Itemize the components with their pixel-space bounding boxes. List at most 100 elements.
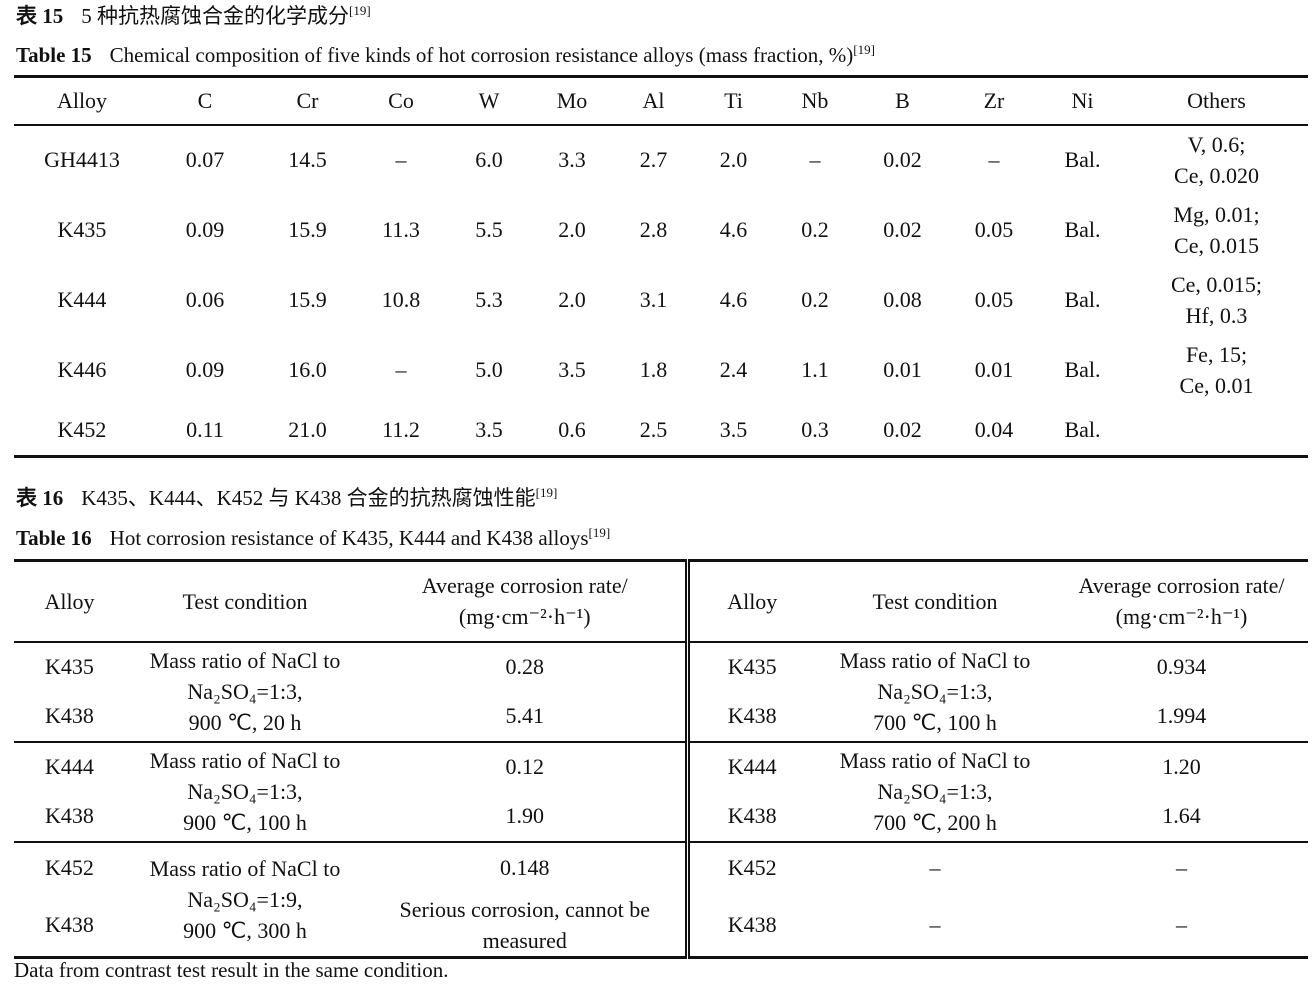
rate-cell: 0.148: [365, 841, 690, 894]
rate-cell: –: [1176, 911, 1187, 937]
value-cell: –: [395, 356, 407, 382]
alloy-cell: K438: [727, 703, 777, 728]
value-cell: 3.1: [639, 286, 668, 312]
caption-text: Hot corrosion resistance of K435, K444 a…: [109, 526, 589, 550]
alloy-cell: K438: [45, 911, 94, 937]
condition-cell: –: [929, 911, 941, 937]
rate-cell: 1.64: [1162, 803, 1201, 828]
value-cell: 10.8: [381, 286, 421, 312]
column-header: Al: [642, 87, 665, 113]
caption-label: Table 15: [16, 43, 92, 67]
column-header: Average corrosion rate/ (mg·cm⁻²·h⁻¹): [1078, 573, 1285, 630]
alloy-cell: K444: [727, 754, 777, 779]
value-cell: 0.01: [974, 356, 1014, 382]
value-cell: –: [809, 147, 821, 172]
table-row: K438 1.90 K438 1.64: [14, 791, 1308, 842]
alloy-cell: K444: [45, 754, 94, 779]
value-cell: 0.05: [974, 216, 1014, 242]
column-header: Zr: [983, 87, 1005, 113]
value-cell: Bal.: [1064, 216, 1101, 242]
value-cell: 0.11: [186, 416, 224, 442]
alloy-cell: K452: [45, 855, 94, 880]
rate-cell: 5.41: [365, 691, 690, 742]
column-header: Ti: [724, 87, 743, 113]
value-cell: 0.05: [974, 286, 1014, 312]
reference: [19]: [853, 42, 875, 57]
value-cell: Bal.: [1064, 147, 1101, 172]
value-cell: 0.3: [801, 416, 829, 442]
value-cell: 1.1: [801, 356, 829, 382]
reference: [19]: [535, 485, 558, 500]
value-cell: [1125, 405, 1308, 457]
value-cell: 2.5: [639, 416, 668, 442]
column-header: Cr: [296, 87, 319, 113]
table15-caption-cn: 表 15 5 种抗热腐蚀合金的化学成分[19]: [16, 0, 371, 30]
column-header: Test condition: [872, 588, 998, 614]
condition-cell: –: [929, 855, 941, 880]
value-cell: 0.07: [185, 147, 225, 172]
value-cell: 0.06: [185, 286, 225, 312]
column-header: C: [197, 87, 213, 113]
rate-cell: –: [1176, 855, 1187, 880]
column-header: Others: [1187, 87, 1246, 113]
column-header: Nb: [801, 87, 829, 113]
value-cell: 0.09: [185, 356, 225, 382]
table-row: K444 0.06 15.9 10.8 5.3 2.0 3.1 4.6 0.2 0.08 0.05 B…: [14, 265, 1308, 335]
rate-cell: 0.28: [365, 641, 690, 692]
value-cell: V, 0.6; Ce, 0.020: [1174, 132, 1259, 188]
value-cell: 2.0: [558, 286, 586, 312]
alloy-cell: K446: [57, 356, 107, 382]
column-header: Alloy: [56, 87, 108, 113]
header-row: Alloy C Cr Co W Mo Al Ti Nb B Zr Ni Others: [14, 77, 1308, 125]
value-cell: 21.0: [288, 416, 327, 442]
value-cell: 11.3: [382, 216, 420, 242]
condition-cell: Mass ratio of NaCl to Na₂SO₄=1:3, 900 ℃,…: [149, 748, 341, 835]
column-header: Co: [388, 87, 414, 113]
alloy-cell: GH4413: [44, 147, 120, 172]
value-cell: Mg, 0.01; Ce, 0.015: [1173, 201, 1260, 258]
column-header: Average corrosion rate/ (mg·cm⁻²·h⁻¹): [365, 560, 690, 642]
reference: [19]: [588, 525, 611, 540]
table-row: K438 5.41 K438 1.994: [14, 691, 1308, 742]
condition-cell: Mass ratio of NaCl to Na₂SO₄=1:3, 900 ℃,…: [149, 648, 341, 735]
table-row: K452 Mass ratio of NaCl to Na₂SO₄=1:9, 90…: [14, 841, 1308, 943]
table16-footnote: Data from contrast test result in the sa…: [14, 958, 449, 982]
alloy-cell: K438: [45, 703, 94, 728]
header-row: Alloy Test condition Average corrosion rat…: [14, 560, 1308, 642]
table16-caption-cn: 表 16 K435、K444、K452 与 K438 合金的抗热腐蚀性能[19]: [16, 482, 557, 512]
value-cell: –: [988, 147, 1000, 172]
alloy-cell: K435: [727, 654, 777, 679]
value-cell: 15.9: [288, 286, 327, 312]
table-row: K444 Mass ratio of NaCl to Na₂SO₄=1:3, 90…: [14, 741, 1308, 835]
table-row: K435 0.09 15.9 11.3 5.5 2.0 2.8 4.6 0.2 0.02 0.05 B…: [14, 195, 1308, 265]
reference: [19]: [349, 3, 371, 18]
alloy-cell: K452: [727, 855, 777, 880]
rate-cell: 1.20: [1162, 754, 1201, 779]
value-cell: Fe, 15; Ce, 0.01: [1179, 341, 1254, 398]
table-row: K452 0.11 21.0 11.2 3.5 0.6 2.5 3.5 0.3 0.02 0.04 B…: [14, 405, 1308, 457]
value-cell: Bal.: [1064, 356, 1101, 382]
value-cell: 0.09: [185, 216, 225, 242]
table-15: Alloy C Cr Co W Mo Al Ti Nb B Zr Ni Others GH4413 0.0…: [14, 75, 1308, 458]
value-cell: 16.0: [288, 356, 327, 382]
table-row: K438 Serious corrosion, cannot be measure…: [14, 893, 1308, 957]
value-cell: 3.3: [558, 147, 586, 172]
value-cell: 5.5: [475, 216, 503, 242]
column-header: Mo: [556, 87, 588, 113]
value-cell: 2.7: [639, 147, 668, 172]
alloy-cell: K435: [57, 216, 107, 242]
caption-text: 5 种抗热腐蚀合金的化学成分: [81, 4, 349, 28]
value-cell: 1.8: [639, 356, 668, 382]
value-cell: 2.0: [558, 216, 586, 242]
value-cell: 0.2: [801, 286, 829, 312]
rate-cell: 1.90: [365, 791, 690, 842]
column-header: Ni: [1071, 87, 1094, 113]
caption-label: 表 16: [16, 486, 64, 510]
table-row: K435 Mass ratio of NaCl to Na₂SO₄=1:3, 90…: [14, 641, 1308, 735]
value-cell: 15.9: [288, 216, 327, 242]
rate-cell: Serious corrosion, cannot be measured: [365, 893, 690, 957]
value-cell: 0.04: [974, 416, 1014, 442]
table-row: K446 0.09 16.0 – 5.0 3.5 1.8 2.4 1.1 0.01 0.01 Bal.…: [14, 335, 1308, 405]
value-cell: 0.02: [883, 416, 922, 442]
value-cell: 4.6: [719, 216, 748, 242]
